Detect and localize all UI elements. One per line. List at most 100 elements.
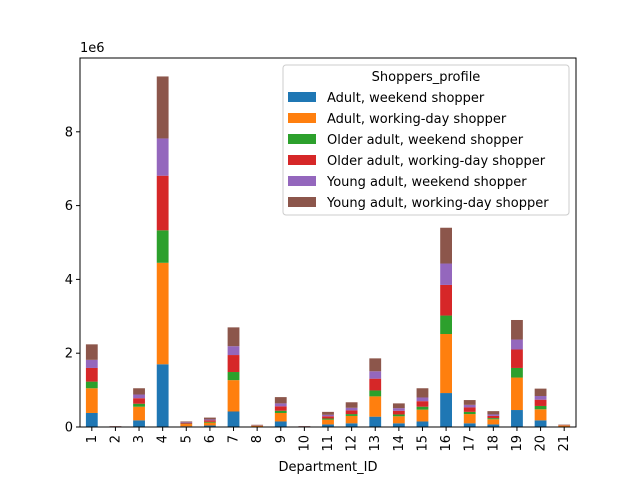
- x-tick-label: 13: [368, 435, 383, 452]
- bar-segment-17-s0: [463, 423, 476, 427]
- x-tick-label: 17: [463, 435, 478, 452]
- x-tick-label: 20: [534, 435, 549, 452]
- bar-segment-6-s3: [204, 420, 216, 422]
- legend-swatch-0: [288, 92, 316, 102]
- x-tick-label: 15: [415, 435, 430, 452]
- bar-segment-1-s1: [85, 388, 98, 413]
- bar-segment-21-s1: [558, 425, 571, 427]
- x-tick-label: 21: [557, 435, 572, 452]
- bar-segment-3-s0: [133, 420, 145, 427]
- bar-segment-14-s0: [392, 423, 405, 427]
- legend-label-4: Young adult, weekend shopper: [326, 175, 527, 190]
- bar-segment-4-s0: [156, 364, 169, 427]
- bar-segment-12-s1: [345, 415, 358, 424]
- bar-segment-4-s1: [156, 262, 169, 365]
- bar-segment-3-s2: [133, 403, 145, 407]
- bar-segment-12-s5: [345, 402, 358, 408]
- y-tick-label: 4: [65, 273, 73, 288]
- bar-segment-12-s3: [345, 410, 358, 415]
- bar-segment-14-s3: [392, 410, 405, 415]
- bar-segment-9-s5: [274, 397, 287, 404]
- bar-segment-6-s4: [204, 419, 216, 421]
- bar-segment-6-s2: [204, 421, 216, 423]
- bar-segment-16-s2: [440, 315, 452, 335]
- bar-segment-13-s0: [369, 416, 382, 427]
- bar-segment-18-s2: [487, 418, 500, 420]
- bar-segment-13-s2: [369, 390, 382, 397]
- x-tick-label: 1: [85, 435, 100, 443]
- bar-segment-1-s5: [85, 344, 98, 360]
- bar-segment-16-s5: [440, 227, 452, 264]
- bar-segment-7-s3: [227, 355, 240, 373]
- bar-segment-17-s5: [463, 400, 476, 405]
- y-offset-label: 1e6: [80, 41, 105, 56]
- bar-segment-20-s2: [534, 405, 547, 410]
- bar-segment-18-s4: [487, 414, 500, 416]
- bar-segment-18-s0: [487, 424, 500, 427]
- legend-box: [282, 64, 570, 216]
- x-tick-label: 10: [297, 435, 312, 452]
- x-tick-label: 6: [203, 435, 218, 443]
- bar-segment-5-s3: [180, 422, 193, 424]
- bar-segment-19-s0: [511, 410, 523, 427]
- bar-segment-13-s3: [369, 378, 382, 391]
- bar-segment-7-s4: [227, 346, 240, 356]
- bar-segment-7-s2: [227, 372, 240, 381]
- x-axis: 1 2 3 4 5 6 7 8 9 10 11 12 13 14 15 16 17 18 19 20 21: [85, 427, 572, 452]
- bar-segment-7-s5: [227, 327, 240, 347]
- bar-segment-20-s5: [534, 388, 547, 397]
- bar-segment-3-s1: [133, 406, 145, 421]
- bar-segment-11-s1: [322, 419, 334, 425]
- legend-label-3: Older adult, working-day shopper: [327, 154, 546, 169]
- x-tick-label: 18: [486, 435, 501, 452]
- legend-label-2: Older adult, weekend shopper: [327, 133, 524, 148]
- x-tick-label: 8: [250, 435, 265, 443]
- bar-segment-17-s1: [463, 414, 476, 424]
- bar-segment-20-s1: [534, 409, 547, 421]
- bar-segment-4-s2: [156, 230, 169, 263]
- bar-segment-19-s1: [511, 377, 523, 411]
- bar-segment-15-s0: [416, 421, 429, 427]
- bar-segment-1-s3: [85, 367, 98, 382]
- legend-label-5: Young adult, working-day shopper: [326, 196, 549, 211]
- legend-swatch-1: [288, 113, 316, 123]
- x-tick-label: 2: [108, 435, 123, 443]
- legend: Shoppers_profile Adult, weekend shopper Ad…: [282, 64, 570, 216]
- x-tick-label: 19: [510, 435, 525, 452]
- bar-segment-11-s0: [322, 424, 334, 427]
- bar-segment-14-s4: [392, 408, 405, 411]
- bar-segment-18-s3: [487, 415, 500, 419]
- bar-segment-15-s3: [416, 401, 429, 407]
- bar-segment-14-s1: [392, 416, 405, 424]
- x-tick-label: 16: [439, 435, 454, 452]
- bar-segment-15-s4: [416, 397, 429, 402]
- bar-segment-1-s4: [85, 359, 98, 368]
- bar-segment-9-s4: [274, 403, 287, 407]
- bar-segment-19-s3: [511, 349, 523, 368]
- x-tick-label: 14: [392, 435, 407, 452]
- legend-title: Shoppers_profile: [372, 70, 481, 85]
- bar-segment-6-s5: [204, 417, 216, 420]
- legend-label-1: Adult, working-day shopper: [327, 112, 507, 127]
- x-tick-label: 12: [345, 435, 360, 452]
- bar-segment-3-s4: [133, 394, 145, 399]
- bar-segment-15-s5: [416, 388, 429, 398]
- bar-segment-13-s5: [369, 358, 382, 372]
- bar-segment-11-s4: [322, 414, 334, 417]
- x-tick-label: 5: [179, 435, 194, 443]
- bar-segment-11-s5: [322, 411, 334, 415]
- bar-segment-20-s4: [534, 396, 547, 400]
- legend-swatch-2: [288, 134, 316, 144]
- bar-segment-20-s3: [534, 399, 547, 406]
- bar-segment-3-s5: [133, 388, 145, 395]
- bar-segment-1-s2: [85, 381, 98, 389]
- bar-segment-18-s5: [487, 411, 500, 415]
- bar-segment-6-s1: [204, 422, 216, 426]
- bar-segment-13-s1: [369, 396, 382, 417]
- x-axis-label: Department_ID: [278, 460, 377, 475]
- bar-segment-16-s1: [440, 334, 452, 394]
- x-tick-label: 11: [321, 435, 336, 452]
- y-tick-label: 8: [65, 125, 73, 140]
- bar-segment-14-s2: [392, 414, 405, 417]
